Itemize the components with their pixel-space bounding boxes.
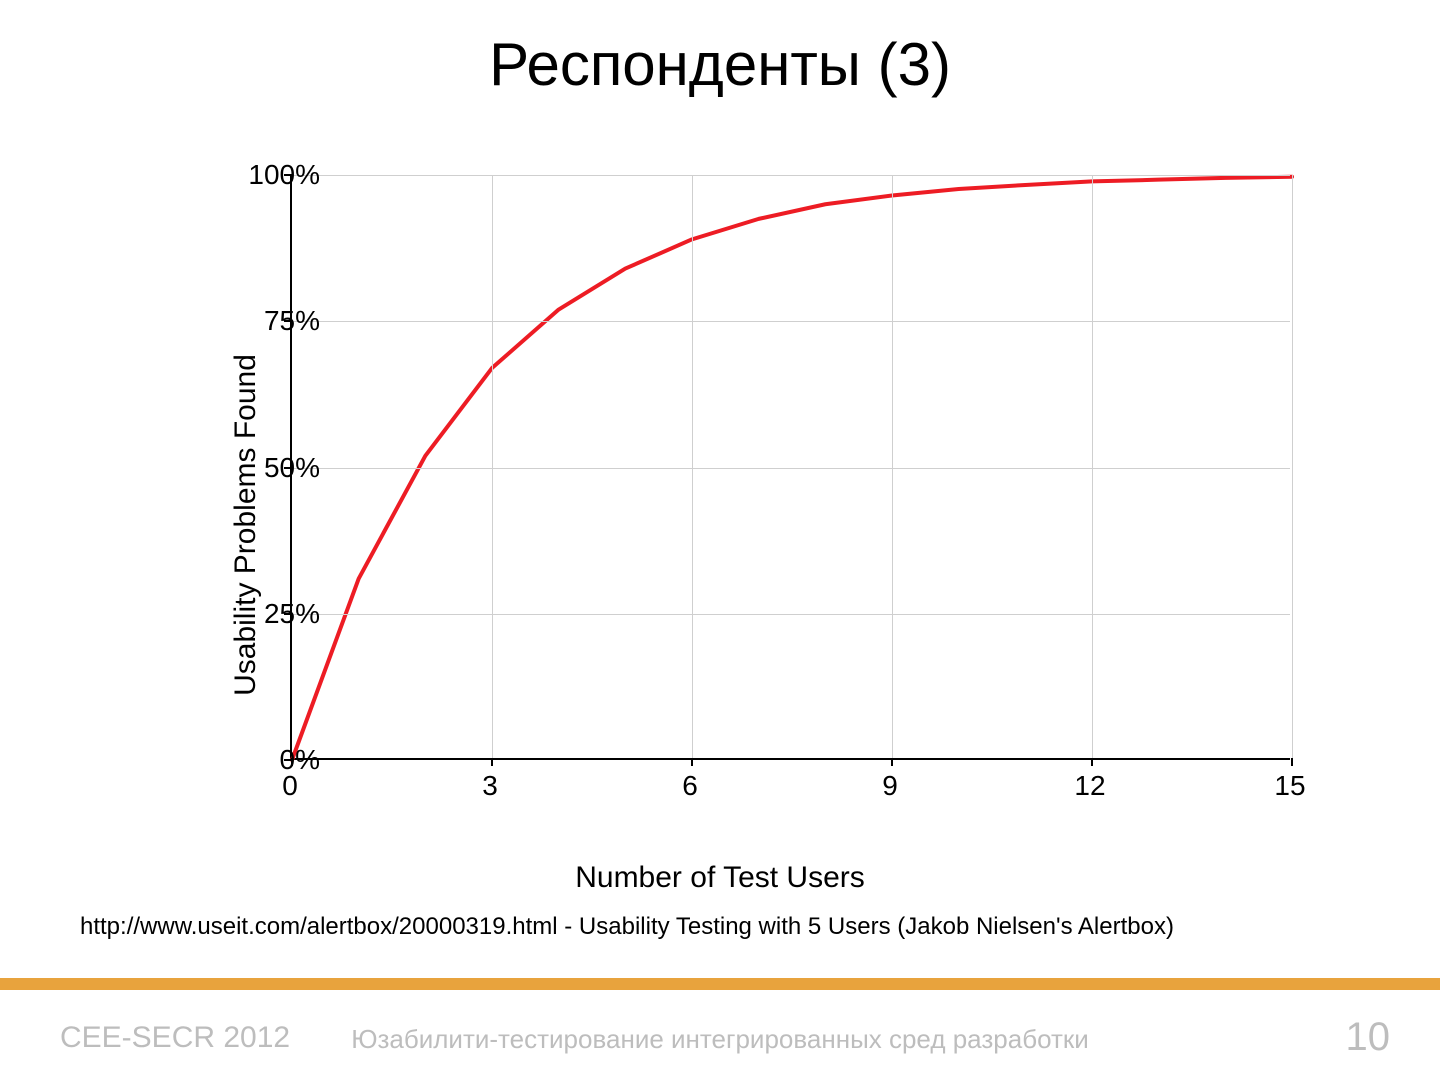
x-axis-label: Number of Test Users [110, 861, 1330, 895]
chart: Usability Problems Found Number of Test … [110, 165, 1330, 885]
page-number: 10 [1346, 1015, 1391, 1060]
x-tick-mark [491, 758, 493, 766]
source-caption: http://www.useit.com/alertbox/20000319.h… [80, 913, 1174, 941]
gridline-vertical [492, 175, 493, 758]
y-tick-label: 25% [264, 598, 320, 630]
x-tick-label: 12 [1074, 770, 1105, 802]
x-tick-label: 15 [1274, 770, 1305, 802]
y-tick-label: 50% [264, 452, 320, 484]
x-tick-label: 6 [682, 770, 698, 802]
gridline-horizontal [292, 175, 1290, 176]
plot-area [290, 175, 1290, 760]
x-tick-mark [891, 758, 893, 766]
accent-bar [0, 978, 1440, 990]
gridline-vertical [1092, 175, 1093, 758]
slide-title: Респонденты (3) [0, 30, 1440, 99]
gridline-horizontal [292, 468, 1290, 469]
gridline-vertical [1292, 175, 1293, 758]
x-tick-mark [1091, 758, 1093, 766]
x-tick-mark [1291, 758, 1293, 766]
x-tick-label: 9 [882, 770, 898, 802]
footer-center: Юзабилити-тестирование интегрированных с… [0, 1024, 1440, 1055]
x-tick-label: 0 [282, 770, 298, 802]
y-tick-label: 75% [264, 305, 320, 337]
gridline-vertical [892, 175, 893, 758]
chart-line [292, 175, 1290, 758]
x-tick-mark [691, 758, 693, 766]
y-tick-label: 100% [248, 159, 320, 191]
gridline-vertical [692, 175, 693, 758]
gridline-horizontal [292, 321, 1290, 322]
y-axis-label: Usability Problems Found [229, 354, 263, 696]
gridline-horizontal [292, 614, 1290, 615]
slide: Респонденты (3) Usability Problems Found… [0, 0, 1440, 1080]
x-tick-label: 3 [482, 770, 498, 802]
